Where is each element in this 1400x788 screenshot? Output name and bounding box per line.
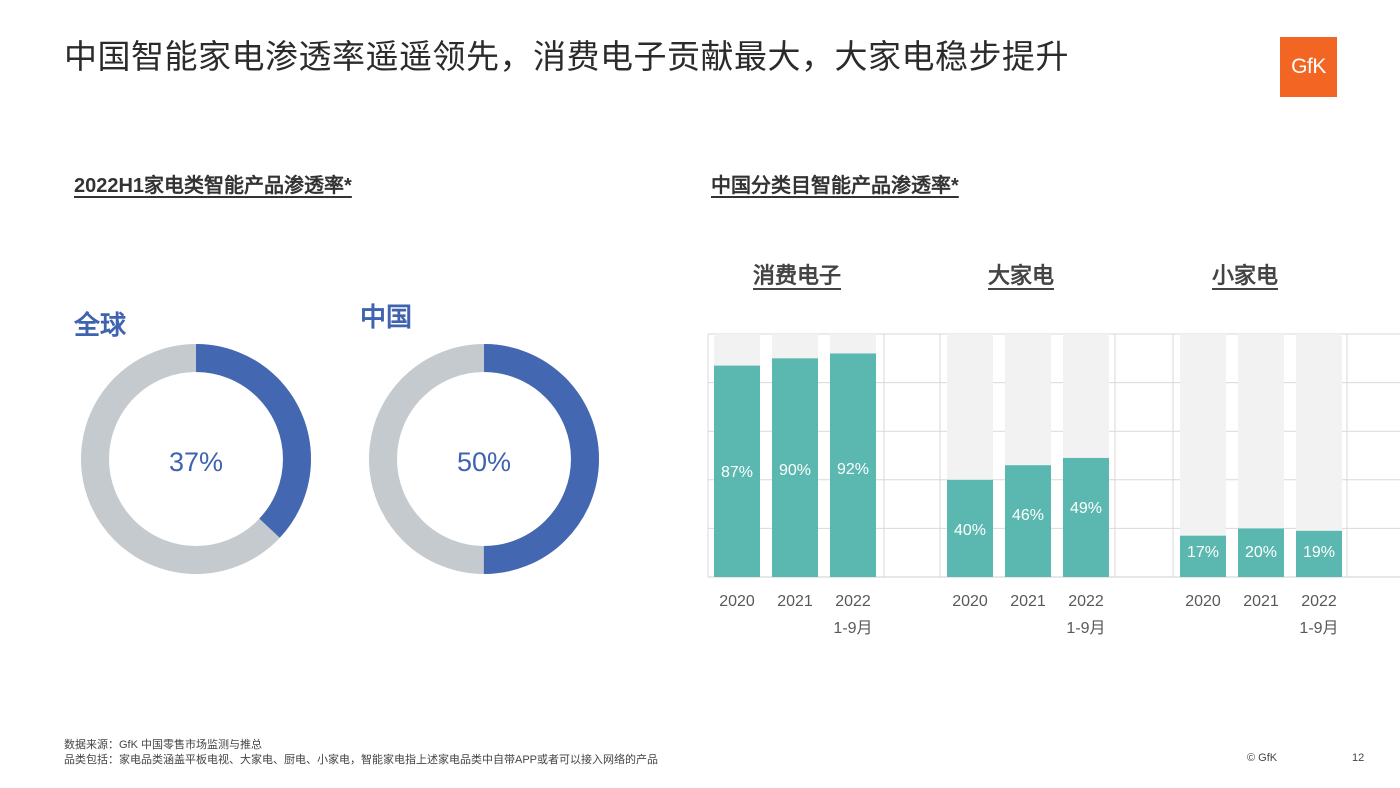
bar-value-label: 87% (721, 464, 753, 481)
bar-group-title-consumer-electronics: 消费电子 (752, 263, 842, 288)
bar-tick-label: 2022 (1068, 593, 1104, 610)
footer-scope: 品类包括：家电品类涵盖平板电视、大家电、厨电、小家电，智能家电指上述家电品类中自… (64, 754, 659, 766)
gfk-logo: GfK (1280, 37, 1337, 97)
donut-segment-1 (369, 344, 599, 574)
bar (714, 365, 760, 577)
bar-tick-label: 1-9月 (1299, 620, 1338, 637)
page-number: 12 (1352, 752, 1365, 764)
footer-notes: 数据来源：GfK 中国零售市场监测与推总 品类包括：家电品类涵盖平板电视、大家电… (64, 738, 658, 768)
bar (830, 353, 876, 577)
bar-value-label: 92% (837, 461, 869, 478)
bar-tick-label: 2021 (1010, 593, 1046, 610)
bar-tick-label: 1-9月 (1066, 620, 1105, 637)
bar-value-label: 20% (1245, 544, 1277, 561)
donut-label-china: 中国 (360, 302, 413, 332)
bar-value-label: 19% (1303, 544, 1335, 561)
bar (772, 358, 818, 577)
bar-section-title: 中国分类目智能产品渗透率* (711, 175, 959, 197)
bar-tick-label: 2020 (1185, 593, 1221, 610)
bar-value-label: 40% (954, 522, 986, 539)
donut-value-label-0: 37% (169, 447, 223, 477)
bar-value-label: 49% (1070, 500, 1102, 517)
donut-section-title: 2022H1家电类智能产品渗透率* (74, 175, 352, 197)
donut-label-global: 全球 (74, 310, 127, 340)
footer-source: 数据来源：GfK 中国零售市场监测与推总 (64, 739, 263, 751)
bar (1005, 465, 1051, 577)
bar-value-label: 17% (1187, 544, 1219, 561)
bar-group-title-small-appliances: 小家电 (1211, 263, 1279, 288)
page-title: 中国智能家电渗透率遥遥领先，消费电子贡献最大，大家电稳步提升 (64, 38, 1069, 75)
donut-value-label-1: 50% (457, 447, 511, 477)
bar (1063, 457, 1109, 577)
bar-tick-label: 2022 (835, 593, 871, 610)
bar (1238, 528, 1284, 577)
bar-value-label: 46% (1012, 507, 1044, 524)
bar-tick-label: 1-9月 (833, 620, 872, 637)
bar-tick-label: 2021 (1243, 593, 1279, 610)
donut-segment-0 (81, 344, 311, 574)
bar (1180, 535, 1226, 577)
bar-group-title-major-appliances: 大家电 (987, 263, 1055, 288)
bar-tick-label: 2020 (952, 593, 988, 610)
bar (947, 479, 993, 577)
bar-tick-label: 2021 (777, 593, 813, 610)
bar-tick-label: 2020 (719, 593, 755, 610)
bar (1296, 530, 1342, 577)
bar-value-label: 90% (779, 462, 811, 479)
bar-tick-label: 2022 (1301, 593, 1337, 610)
copyright: © GfK (1247, 752, 1278, 764)
